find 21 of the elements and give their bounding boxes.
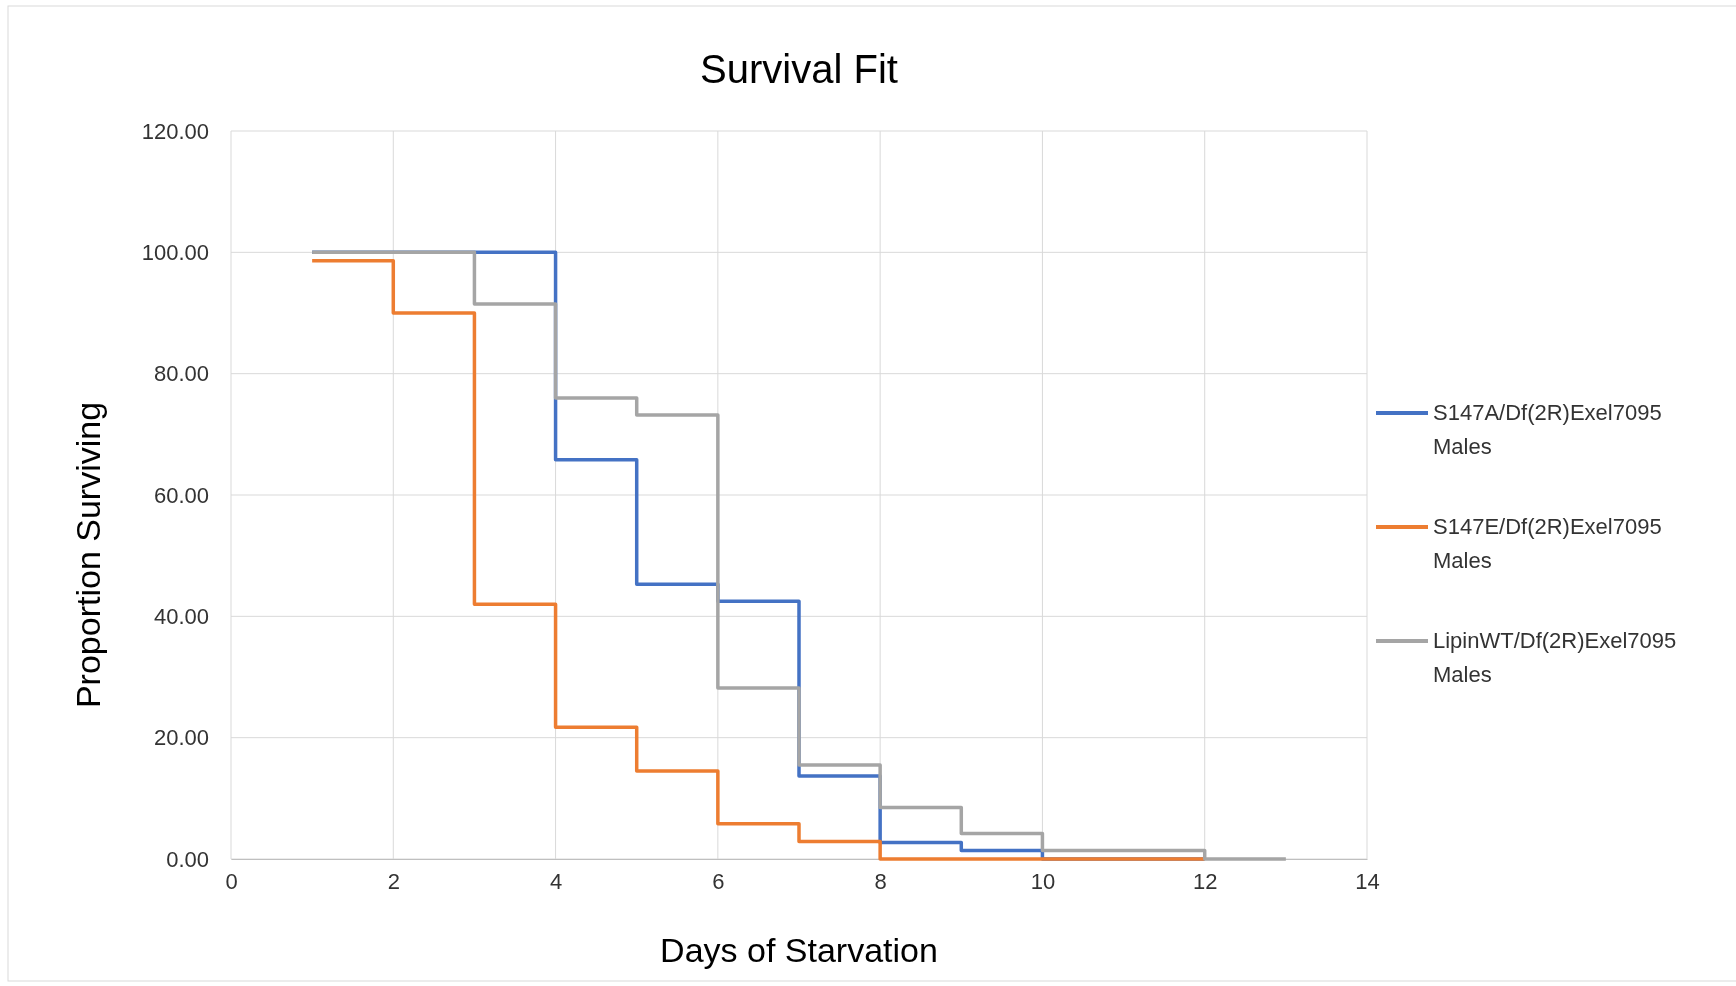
y-tick-label: 80.00 bbox=[153, 361, 209, 387]
x-tick-label: 12 bbox=[1192, 868, 1218, 894]
y-tick-label: 0.00 bbox=[166, 846, 209, 872]
y-tick-label: 120.00 bbox=[141, 118, 209, 144]
x-tick-label: 4 bbox=[549, 868, 563, 894]
y-tick-label: 20.00 bbox=[153, 725, 209, 751]
chart-title: Survival Fit bbox=[700, 47, 898, 91]
y-tick-label: 40.00 bbox=[153, 603, 209, 629]
x-tick-label: 8 bbox=[874, 868, 887, 894]
y-axis-title: Proportion Surviving bbox=[69, 401, 107, 709]
x-tick-label: 10 bbox=[1030, 868, 1056, 894]
y-tick-label: 60.00 bbox=[153, 482, 209, 508]
legend-label: S147A/Df(2R)Exel7095 Males bbox=[1433, 400, 1662, 459]
x-tick-label: 14 bbox=[1355, 868, 1380, 894]
x-tick-label: 2 bbox=[387, 868, 400, 894]
x-axis-title: Days of Starvation bbox=[660, 931, 938, 969]
x-tick-label: 6 bbox=[712, 868, 725, 894]
legend-label: LipinWT/Df(2R)Exel7095 Males bbox=[1433, 628, 1677, 687]
x-tick-label: 0 bbox=[225, 868, 238, 894]
legend-label: S147E/Df(2R)Exel7095 Males bbox=[1433, 514, 1662, 573]
y-tick-label: 100.00 bbox=[141, 239, 209, 265]
